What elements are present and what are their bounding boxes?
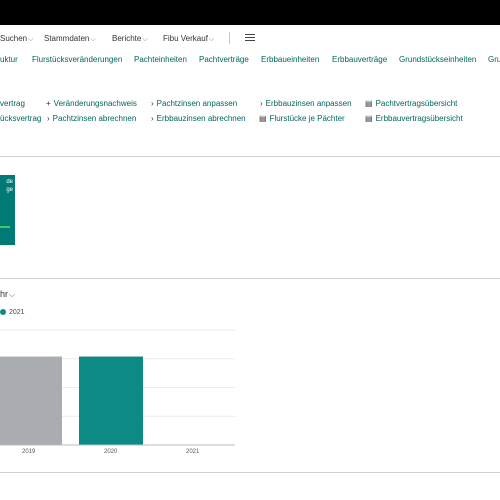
chart-period-selector[interactable]: hr⌵	[0, 289, 15, 300]
nav-link-erbbauvertraege[interactable]: Erbbauverträge	[332, 55, 388, 64]
menu-berichte[interactable]: Berichte⌵	[112, 34, 148, 44]
nav-link-struktur[interactable]: uktur	[0, 55, 18, 64]
nav-link-erbbaueinheiten[interactable]: Erbbaueinheiten	[261, 55, 320, 64]
menu-stammdaten-label: Stammdaten	[44, 34, 90, 43]
action-pachtzinsen-anpassen[interactable]: › Pachtzinsen anpassen	[151, 99, 237, 108]
nav-link-more[interactable]: Gru	[488, 55, 500, 64]
report-icon: ▤	[365, 114, 373, 123]
action-label: Erbbauzinsen abrechnen	[156, 114, 246, 123]
tile-progress-bar	[0, 226, 10, 228]
action-erbbauzinsen-abrechnen[interactable]: › Erbbauzinsen abrechnen	[151, 114, 246, 123]
action-label: ücksvertrag	[0, 114, 42, 123]
section-divider	[0, 278, 500, 279]
menu-berichte-label: Berichte	[112, 34, 142, 43]
chart-title: hr	[0, 289, 9, 299]
bar-chart	[0, 329, 235, 446]
action-veraenderungsnachweis[interactable]: + Veränderungsnachweis	[46, 99, 137, 108]
action-vertrag[interactable]: vertrag	[0, 99, 25, 108]
action-label: Flurstücke je Pächter	[269, 114, 345, 123]
action-pachtvertragsuebersicht[interactable]: ▤ Pachtvertragsübersicht	[365, 99, 457, 108]
action-label: vertrag	[0, 99, 25, 108]
chevron-down-icon: ⌵	[9, 290, 16, 299]
bottom-divider	[0, 472, 500, 473]
action-pachtzinsen-abrechnen[interactable]: › Pachtzinsen abrechnen	[47, 114, 136, 123]
bar-2019[interactable]	[0, 356, 62, 445]
report-icon: ▤	[259, 114, 267, 123]
action-label: Pachtzinsen anpassen	[156, 99, 238, 108]
menu-fibu-verkauf-label: Fibu Verkauf	[163, 34, 208, 43]
chevron-right-icon: ›	[151, 114, 154, 123]
menu-stammdaten[interactable]: Stammdaten⌵	[44, 34, 96, 44]
legend-entry-2021: 2021	[9, 309, 25, 316]
chevron-down-icon: ⌵	[142, 36, 148, 43]
x-tick-2020: 2020	[104, 449, 118, 455]
menu-suchen-label: Suchen	[0, 34, 28, 43]
action-label: Erbbauzinsen anpassen	[265, 99, 352, 108]
chevron-down-icon: ⌵	[90, 36, 96, 43]
x-tick-2021: 2021	[186, 449, 200, 455]
chevron-down-icon: ⌵	[208, 36, 215, 43]
tile-caption-line1: de	[6, 179, 13, 185]
hamburger-menu-icon[interactable]	[245, 34, 255, 42]
legend-marker	[0, 309, 6, 315]
action-label: Erbbauvertragsübersicht	[375, 114, 463, 123]
top-black-bar	[0, 0, 500, 25]
action-flurstuecke-je-paechter[interactable]: ▤ Flurstücke je Pächter	[259, 114, 345, 123]
tile-caption-line2: ge	[6, 187, 13, 193]
menu-separator	[229, 32, 230, 44]
plus-icon: +	[46, 99, 51, 108]
bar-2020[interactable]	[79, 356, 143, 445]
menu-fibu-verkauf[interactable]: Fibu Verkauf⌵	[163, 34, 214, 44]
action-label: Pachtzinsen abrechnen	[52, 114, 137, 123]
nav-link-pachteinheiten[interactable]: Pachteinheiten	[134, 55, 187, 64]
report-icon: ▤	[365, 99, 373, 108]
chevron-right-icon: ›	[47, 114, 50, 123]
section-divider	[0, 156, 500, 157]
cue-tile[interactable]: de ge	[0, 175, 15, 245]
x-tick-2019: 2019	[22, 449, 36, 455]
action-label: Veränderungsnachweis	[53, 99, 137, 108]
chevron-down-icon: ⌵	[28, 36, 34, 43]
action-erbbauvertragsuebersicht[interactable]: ▤ Erbbauvertragsübersicht	[365, 114, 463, 123]
nav-link-flurstuecksveraenderungen[interactable]: Flurstücksveränderungen	[32, 55, 123, 64]
chevron-right-icon: ›	[260, 99, 263, 108]
action-erbbauzinsen-anpassen[interactable]: › Erbbauzinsen anpassen	[260, 99, 352, 108]
menu-suchen[interactable]: Suchen⌵	[0, 34, 33, 44]
action-label: Pachtvertragsübersicht	[375, 99, 458, 108]
chevron-right-icon: ›	[151, 99, 154, 108]
nav-link-grundstueckseinheiten[interactable]: Grundstückseinheiten	[399, 55, 477, 64]
action-flurstuecksvertrag[interactable]: ücksvertrag	[0, 114, 41, 123]
nav-link-pachtvertraege[interactable]: Pachtverträge	[199, 55, 249, 64]
